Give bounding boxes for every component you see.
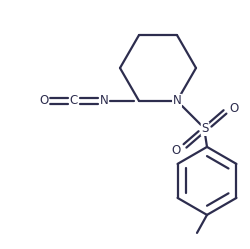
Text: O: O — [39, 94, 48, 107]
Text: O: O — [228, 102, 238, 115]
Text: N: N — [172, 94, 181, 107]
Text: C: C — [70, 94, 78, 107]
Text: N: N — [99, 94, 108, 107]
Text: S: S — [200, 123, 208, 135]
Text: O: O — [171, 144, 180, 157]
